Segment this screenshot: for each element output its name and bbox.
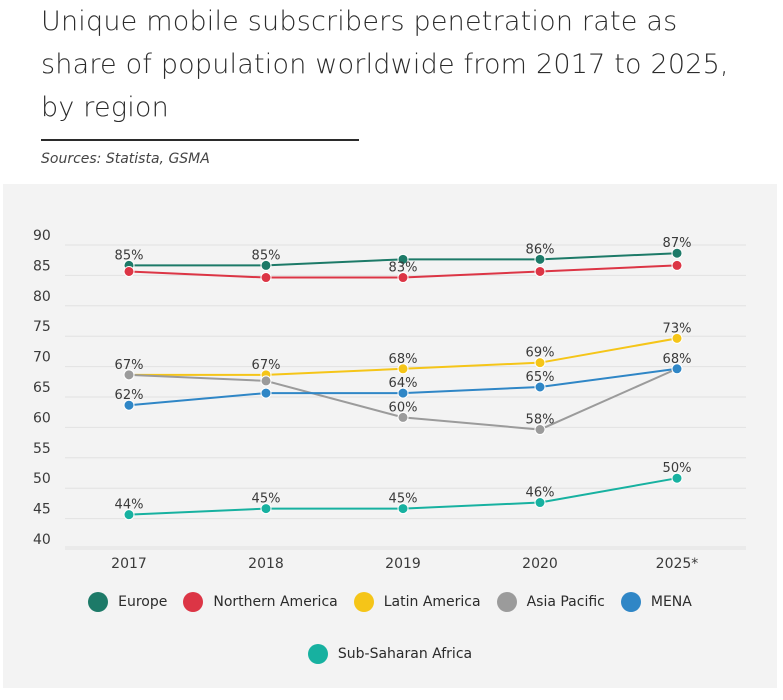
data-point — [123, 509, 135, 521]
title-divider — [41, 139, 359, 141]
data-point — [123, 265, 135, 277]
data-label: 69% — [526, 346, 555, 361]
data-label: 46% — [526, 486, 555, 501]
legend-item: Europe — [88, 592, 167, 612]
data-label: 67% — [252, 358, 281, 373]
y-tick-label: 90 — [33, 228, 51, 244]
legend-item: Sub-Saharan Africa — [307, 644, 473, 664]
data-point — [260, 387, 272, 399]
y-tick-label: 65 — [33, 380, 51, 396]
legend-item: Latin America — [353, 592, 481, 612]
series-points — [123, 247, 683, 521]
data-label: 73% — [663, 321, 692, 336]
chart-title: Unique mobile subscribers penetration ra… — [41, 6, 729, 123]
data-point — [397, 503, 409, 515]
y-tick-label: 60 — [33, 410, 51, 426]
x-tick-label: 2017 — [111, 556, 147, 572]
legend-swatch-icon — [353, 592, 374, 612]
data-point — [671, 472, 683, 484]
legend-label: Asia Pacific — [526, 594, 605, 610]
gridlines — [65, 244, 746, 550]
y-axis: 90 85 80 75 70 65 60 55 50 45 40 — [33, 228, 51, 548]
data-label: 68% — [663, 352, 692, 367]
y-tick-label: 85 — [33, 258, 51, 274]
data-point — [397, 363, 409, 375]
data-point — [397, 387, 409, 399]
legend-swatch-icon — [307, 644, 328, 664]
data-point — [534, 253, 546, 265]
legend-swatch-icon — [88, 592, 109, 612]
data-point — [123, 399, 135, 411]
data-point — [671, 363, 683, 375]
data-label: 50% — [663, 461, 692, 476]
legend-swatch-icon — [496, 592, 517, 612]
y-tick-label: 45 — [33, 502, 51, 518]
legend-item: MENA — [620, 592, 692, 612]
data-point — [671, 332, 683, 344]
data-label: 68% — [389, 352, 418, 367]
data-point — [534, 381, 546, 393]
data-label: 44% — [115, 498, 144, 513]
y-tick-label: 80 — [33, 289, 51, 305]
x-tick-label: 2019 — [385, 556, 421, 572]
legend-label: Sub-Saharan Africa — [337, 646, 473, 662]
legend-swatch-icon — [620, 592, 641, 612]
x-tick-label: 2018 — [248, 556, 284, 572]
data-point — [397, 272, 409, 284]
data-label: 87% — [663, 236, 692, 251]
chart-legend: Europe Northern America Latin America Asia … — [3, 592, 777, 664]
x-tick-label: 2020 — [522, 556, 558, 572]
data-label: 65% — [526, 370, 555, 385]
data-label: 86% — [526, 242, 555, 257]
legend-label: Europe — [118, 594, 168, 610]
data-point — [534, 357, 546, 369]
data-point — [260, 375, 272, 387]
data-point — [123, 369, 135, 381]
y-tick-label: 50 — [33, 471, 51, 487]
data-point — [260, 272, 272, 284]
chart-sources: Sources: Statista, GSMA — [41, 151, 210, 167]
data-label: 60% — [389, 400, 418, 415]
data-point — [534, 497, 546, 509]
legend-item: Asia Pacific — [496, 592, 605, 612]
legend-item: Northern America — [183, 592, 338, 612]
data-point — [397, 411, 409, 423]
data-label: 83% — [389, 261, 418, 276]
data-label: 85% — [115, 248, 144, 263]
y-tick-label: 75 — [33, 319, 51, 335]
data-label: 58% — [526, 413, 555, 428]
data-point — [397, 253, 409, 265]
data-label: 62% — [115, 388, 144, 403]
y-tick-label: 40 — [33, 532, 51, 548]
data-point — [534, 265, 546, 277]
y-tick-label: 55 — [33, 441, 51, 457]
data-label: 45% — [252, 492, 281, 507]
data-point — [671, 247, 683, 259]
legend-label: Northern America — [213, 594, 338, 610]
data-point — [260, 259, 272, 271]
legend-swatch-icon — [183, 592, 204, 612]
y-tick-label: 70 — [33, 350, 51, 366]
legend-label: Latin America — [383, 594, 481, 610]
legend-label: MENA — [650, 594, 692, 610]
data-label: 45% — [389, 492, 418, 507]
data-label: 67% — [115, 358, 144, 373]
data-point — [260, 503, 272, 515]
data-label: 85% — [252, 248, 281, 263]
x-axis: 2017 2018 2019 2020 2025* — [111, 556, 698, 572]
data-point — [671, 259, 683, 271]
data-label: 64% — [389, 376, 418, 391]
x-tick-label: 2025* — [656, 556, 699, 572]
data-labels: 85% 85% 86% 87% 83% 67% 67% 68% 69% 73% 60% 58% 62% 6… — [115, 236, 692, 512]
data-point — [534, 424, 546, 436]
